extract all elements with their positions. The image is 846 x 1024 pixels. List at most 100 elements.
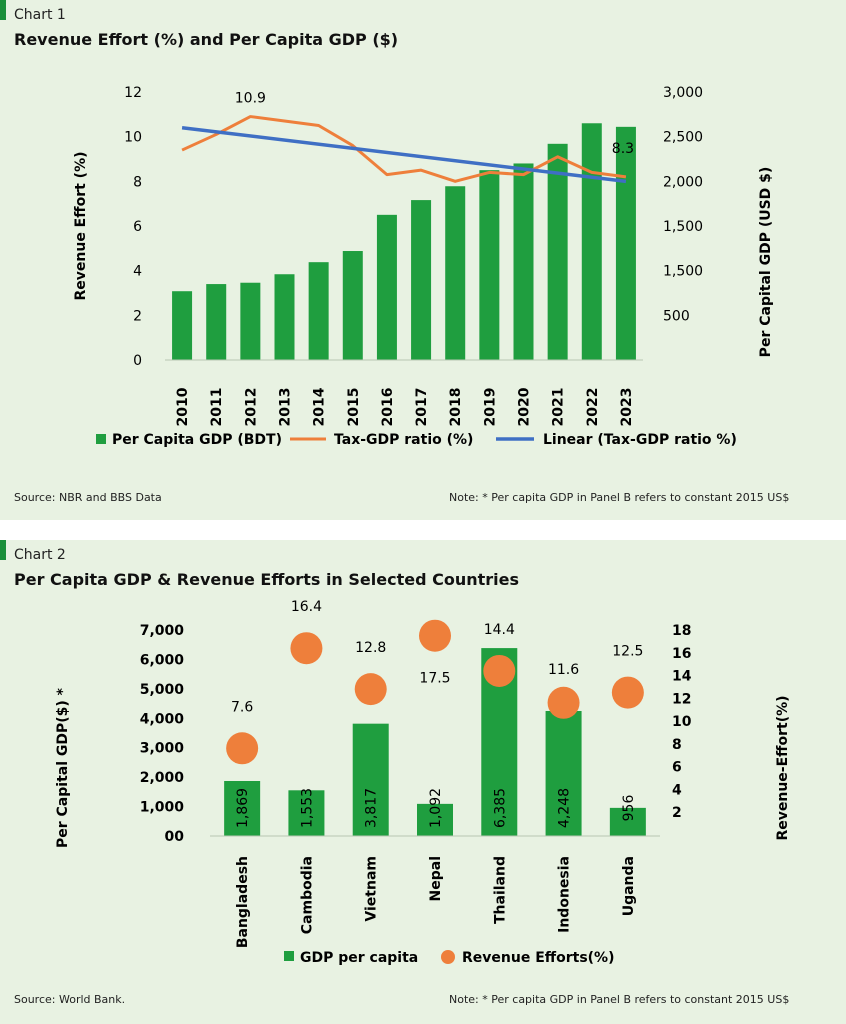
x-tick-label: 2020 [517, 387, 533, 426]
y-tick-right: 500 [663, 308, 690, 324]
gdp-bar [513, 163, 534, 360]
y-tick-left: 2 [133, 308, 142, 324]
x-tick-label: 2012 [243, 388, 259, 427]
dot-value-label: 16.4 [291, 599, 322, 615]
y-tick-left: 4,000 [140, 711, 185, 727]
y-tick-right: 12 [672, 691, 691, 707]
chart2-title: Per Capita GDP & Revenue Efforts in Sele… [14, 570, 520, 589]
gdp-bar [308, 262, 329, 360]
x-tick-label: 2021 [551, 388, 567, 427]
y-tick-left: 12 [124, 85, 142, 101]
gdp-bar [545, 710, 582, 836]
data-label: 10.9 [235, 91, 266, 107]
y-tick-left: 5,000 [140, 682, 185, 698]
y-tick-right: 2,500 [663, 130, 703, 146]
x-tick-label: 2014 [312, 387, 328, 426]
chart2-svg: 00 1,000 2,000 3,000 4,000 5,000 6,000 7,000 2 4 6… [55, 599, 791, 966]
y-tick-right: 2 [672, 805, 682, 821]
x-tick-label: 2022 [585, 388, 601, 427]
x-tick-label: Nepal [428, 856, 444, 901]
revenue-effort-dot [290, 632, 323, 665]
chart2-tab-marker [0, 540, 6, 560]
dot-value-label: 12.5 [612, 644, 643, 660]
gdp-bar [352, 723, 389, 836]
chart2-note: Note: * Per capita GDP in Panel B refers… [449, 993, 790, 1006]
y-tick-right: 8 [672, 737, 682, 753]
chart1-note: Note: * Per capita GDP in Panel B refers… [449, 491, 790, 504]
y-tick-right: 4 [672, 782, 682, 798]
bar-value-label: 4,248 [557, 788, 573, 828]
gdp-bar [445, 186, 466, 360]
gdp-bar [240, 282, 261, 360]
y-tick-left: 00 [165, 829, 185, 845]
chart1-tab-marker [0, 0, 6, 20]
chart1-panel: Chart 1 Revenue Effort (%) and Per Capit… [0, 0, 846, 520]
y-tick-right: 6 [672, 760, 682, 776]
y-axis-title-right: Revenue-Effort(%) [775, 695, 791, 840]
legend-gdp-label: Per Capita GDP (BDT) [112, 432, 282, 448]
gdp-bar [479, 170, 500, 360]
x-tick-label: Vietnam [364, 856, 380, 922]
x-tick-label: 2011 [209, 388, 225, 427]
y-tick-left: 8 [133, 174, 142, 190]
y-tick-left: 0 [133, 353, 142, 369]
x-tick-label: Bangladesh [235, 856, 251, 948]
x-tick-label: 2017 [414, 388, 430, 427]
y-tick-right: 18 [672, 623, 691, 639]
gdp-bar [288, 790, 325, 836]
gdp-bar [206, 284, 227, 360]
linear-trend-line [181, 125, 627, 184]
y-tick-right: 1,500 [663, 264, 703, 280]
legend-gdp-swatch [284, 951, 294, 961]
dot-value-label: 11.6 [548, 662, 579, 678]
legend-gdp-label: GDP per capita [300, 950, 418, 966]
legend-tax-label: Tax-GDP ratio (%) [334, 432, 473, 448]
gdp-bar [172, 291, 193, 360]
gdp-bar [547, 143, 568, 360]
chart1-label: Chart 1 [14, 7, 66, 23]
data-label: 8.3 [612, 141, 634, 157]
gdp-bar [376, 214, 397, 360]
gdp-bar [615, 126, 636, 360]
bar-value-label: 6,385 [492, 788, 508, 828]
dot-value-label: 17.5 [419, 671, 450, 687]
y-tick-left: 2,000 [140, 770, 185, 786]
y-tick-right: 16 [672, 646, 691, 662]
y-axis-title-left: Per Capital GDP($) * [55, 687, 71, 848]
gdp-bar [411, 200, 432, 360]
y-axis-title-right: Per Capital GDP (USD $) [758, 167, 774, 358]
x-tick-label: Uganda [621, 856, 637, 916]
chart2-source: Source: World Bank. [14, 993, 126, 1006]
legend-gdp-swatch [96, 434, 106, 444]
y-tick-left: 3,000 [140, 741, 185, 757]
legend-revenue-swatch [441, 950, 455, 964]
y-tick-right: 1,500 [663, 219, 703, 235]
legend-revenue-label: Revenue Efforts(%) [462, 950, 614, 966]
chart2-panel: Chart 2 Per Capita GDP & Revenue Efforts… [0, 540, 846, 1024]
bar-value-label: 1,092 [428, 788, 444, 828]
bar-value-label: 1,869 [235, 788, 251, 828]
revenue-effort-dot [354, 673, 387, 706]
gdp-bar [417, 803, 453, 836]
bar-value-label: 1,553 [299, 788, 315, 828]
gdp-bar [224, 780, 261, 836]
dot-value-label: 7.6 [231, 699, 253, 715]
x-tick-label: 2016 [380, 388, 396, 427]
revenue-effort-dot [226, 732, 259, 765]
bar-value-label: 3,817 [364, 788, 380, 828]
y-tick-left: 7,000 [140, 623, 185, 639]
y-tick-right: 10 [672, 714, 692, 730]
y-tick-right: 3,000 [663, 85, 703, 101]
revenue-effort-dot [547, 686, 580, 719]
revenue-effort-dot [419, 619, 451, 652]
revenue-effort-dot [483, 654, 516, 687]
x-tick-label: 2010 [175, 387, 191, 426]
gdp-bar [609, 807, 646, 836]
y-tick-right: 14 [672, 669, 692, 685]
revenue-effort-dot [611, 676, 644, 709]
y-tick-left: 1,000 [140, 800, 185, 816]
y-tick-left: 10 [124, 130, 142, 146]
x-tick-label: Cambodia [299, 856, 315, 934]
tax-gdp-line [181, 115, 627, 183]
y-tick-left: 4 [133, 264, 142, 280]
